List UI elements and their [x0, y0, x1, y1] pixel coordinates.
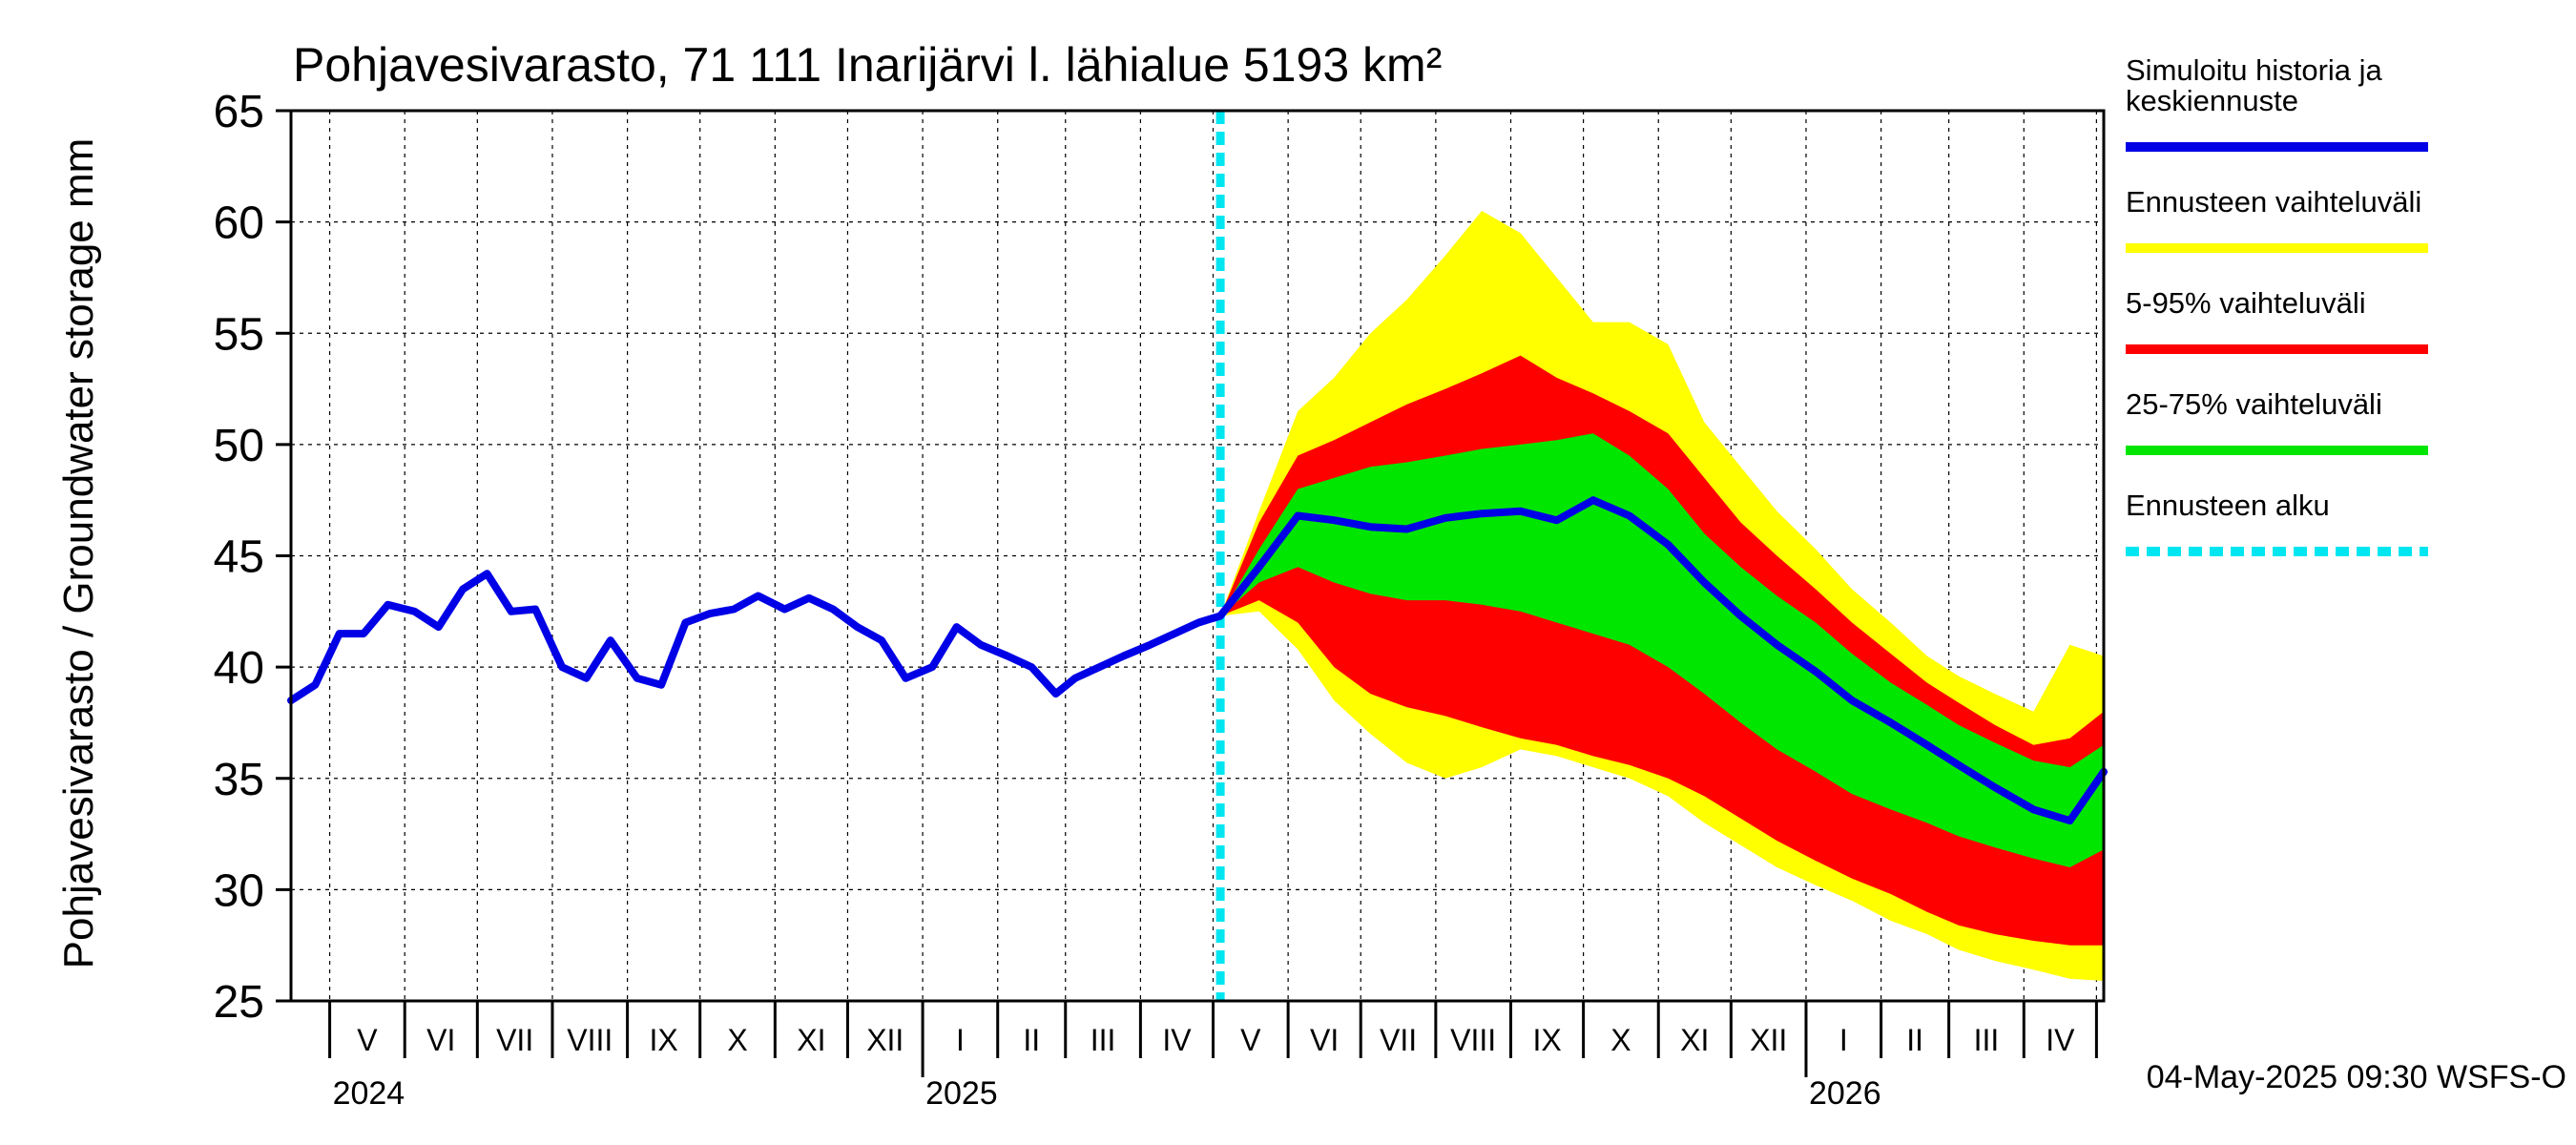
month-label: IX — [650, 1023, 678, 1057]
month-label: XII — [1750, 1023, 1787, 1057]
month-label: I — [1839, 1023, 1848, 1057]
footer-timestamp: 04-May-2025 09:30 WSFS-O — [2147, 1059, 2566, 1095]
month-label: VII — [496, 1023, 533, 1057]
month-label: X — [727, 1023, 747, 1057]
month-label: VIII — [1450, 1023, 1496, 1057]
y-axis-label: Pohjavesivarasto / Groundwater storage m… — [55, 138, 102, 969]
forecast-25-75-band — [1220, 433, 2104, 867]
legend-label: keskiennuste — [2126, 84, 2298, 117]
month-label: IV — [1162, 1023, 1192, 1057]
y-tick-label: 55 — [214, 309, 264, 360]
x-axis: V VI VII VIII IX X XI XII I II III IV V VI VII VIII IX X X… — [328, 1001, 2098, 1112]
y-tick-label: 40 — [214, 643, 264, 694]
legend-label: 5-95% vaihteluväli — [2126, 286, 2366, 320]
month-label: III — [1091, 1023, 1116, 1057]
history-median-line — [287, 496, 2108, 825]
chart-title: Pohjavesivarasto, 71 111 Inarijärvi l. l… — [293, 38, 1442, 92]
month-label: VIII — [567, 1023, 613, 1057]
y-tick-label: 30 — [214, 865, 264, 916]
legend-label: Ennusteen vaihteluväli — [2126, 185, 2421, 219]
month-label: VI — [426, 1023, 455, 1057]
month-label: II — [1906, 1023, 1923, 1057]
month-label: XII — [866, 1023, 904, 1057]
month-label: V — [1240, 1023, 1261, 1057]
y-tick-label: 50 — [214, 421, 264, 471]
month-label: IX — [1532, 1023, 1561, 1057]
month-label: XI — [1680, 1023, 1709, 1057]
forecast-bands — [1220, 211, 2104, 981]
month-label: XI — [797, 1023, 825, 1057]
y-tick-label: 35 — [214, 755, 264, 805]
month-label: IV — [2046, 1023, 2075, 1057]
year-label: 2024 — [333, 1075, 405, 1112]
legend-label: 25-75% vaihteluväli — [2126, 387, 2382, 421]
legend-label: Simuloitu historia ja — [2126, 53, 2383, 87]
month-label: I — [956, 1023, 965, 1057]
y-tick-label: 25 — [214, 977, 264, 1028]
y-tick-label: 65 — [214, 87, 264, 137]
year-label: 2026 — [1809, 1075, 1881, 1112]
year-label: 2025 — [925, 1075, 998, 1112]
legend-label: Ennusteen alku — [2126, 489, 2330, 522]
month-label: VII — [1380, 1023, 1417, 1057]
month-label: III — [1974, 1023, 2000, 1057]
month-label: V — [357, 1023, 378, 1057]
y-tick-label: 45 — [214, 532, 264, 583]
y-tick-label: 60 — [214, 198, 264, 249]
y-axis: 25 30 35 40 45 50 55 60 65 — [214, 87, 291, 1028]
series-lines — [287, 111, 2108, 1001]
month-label: VI — [1310, 1023, 1339, 1057]
month-label: II — [1023, 1023, 1040, 1057]
month-label: X — [1610, 1023, 1631, 1057]
